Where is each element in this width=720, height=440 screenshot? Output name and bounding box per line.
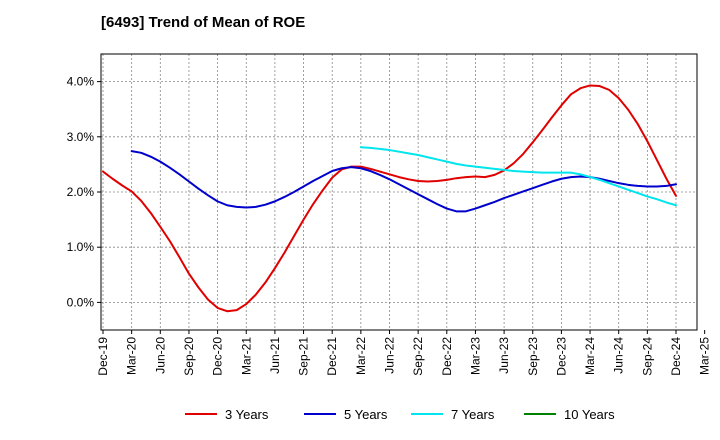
x-tick-label: Jun-22 <box>383 337 397 374</box>
x-tick-label: Jun-20 <box>153 337 167 374</box>
y-tick-label: 1.0% <box>67 240 95 254</box>
x-tick-label: Jun-23 <box>497 337 511 374</box>
x-tick-label: Sep-21 <box>297 337 311 376</box>
x-tick-label: Sep-22 <box>411 337 425 376</box>
x-tick-label: Dec-24 <box>669 337 683 376</box>
x-tick-label: Sep-24 <box>640 337 654 376</box>
y-tick-label: 3.0% <box>67 130 95 144</box>
x-tick-label: Dec-21 <box>325 337 339 376</box>
series-line-3-years <box>102 84 677 313</box>
series-line-5-years <box>130 150 677 213</box>
series-group <box>102 84 677 313</box>
x-tick-label: Sep-23 <box>526 337 540 376</box>
y-axis: 0.0% 1.0% 2.0% 3.0% 4.0% <box>67 75 101 309</box>
x-tick-label: Dec-19 <box>96 337 110 376</box>
legend-label: 7 Years <box>451 407 495 422</box>
series-line-7-years <box>359 146 677 207</box>
chart-title: [6493] Trend of Mean of ROE <box>101 14 306 31</box>
x-tick-label: Mar-25 <box>698 337 712 375</box>
x-tick-label: Mar-22 <box>354 337 368 375</box>
grid <box>101 54 697 330</box>
y-tick-label: 2.0% <box>67 185 95 199</box>
legend-label: 5 Years <box>344 407 388 422</box>
legend-label: 3 Years <box>225 407 269 422</box>
y-tick-label: 4.0% <box>67 75 95 89</box>
x-tick-label: Dec-23 <box>554 337 568 376</box>
x-tick-label: Dec-22 <box>440 337 454 376</box>
x-tick-label: Mar-21 <box>239 337 253 375</box>
x-tick-label: Mar-20 <box>125 337 139 375</box>
x-tick-label: Mar-23 <box>468 337 482 375</box>
y-tick-label: 0.0% <box>67 295 95 309</box>
x-tick-label: Dec-20 <box>211 337 225 376</box>
x-axis: Dec-19 Mar-20 Jun-20 Sep-20 Dec-20 Mar-21 Jun-… <box>96 330 712 376</box>
x-tick-label: Mar-24 <box>583 337 597 375</box>
x-tick-label: Jun-24 <box>612 337 626 374</box>
x-tick-label: Sep-20 <box>182 337 196 376</box>
legend-label: 10 Years <box>564 407 615 422</box>
x-tick-label: Jun-21 <box>268 337 282 374</box>
legend: 3 Years 5 Years 7 Years 10 Years <box>185 407 615 422</box>
